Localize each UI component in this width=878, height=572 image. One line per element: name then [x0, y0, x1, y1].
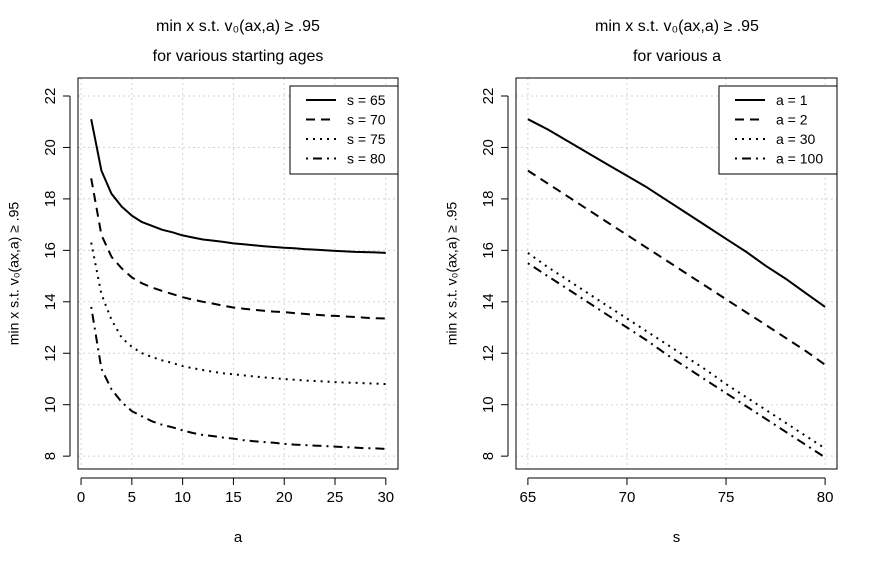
y-tick-label: 10	[480, 396, 497, 413]
legend-label: s = 75	[347, 131, 386, 147]
series-line-1	[527, 118, 826, 308]
plot-frame	[77, 77, 399, 470]
y-tick-label: 12	[480, 345, 497, 362]
y-axis-title: min x s.t. v₀(ax,a) ≥ .95	[444, 202, 460, 346]
y-tick-label: 16	[42, 242, 59, 259]
series-line-3	[527, 252, 826, 450]
y-tick-label: 14	[42, 293, 59, 310]
x-axis-title: s	[673, 529, 681, 546]
x-tick-label: 0	[77, 489, 85, 506]
legend-label: a = 30	[776, 131, 816, 147]
y-tick-label: 20	[42, 139, 59, 156]
y-tick-label: 8	[42, 452, 59, 460]
x-tick-label: 25	[327, 489, 344, 506]
chart-panel-2: 65 70 75 80 8 10 12 14 16 18 20 22 min x s.t. v₀(ax,…	[444, 18, 838, 546]
x-tick-label: 75	[718, 489, 735, 506]
x-axis-title: a	[234, 529, 243, 546]
chart-title: min x s.t. v₀(ax,a) ≥ .95	[156, 18, 320, 35]
y-tick-label: 20	[480, 139, 497, 156]
plot-frame	[515, 77, 838, 470]
x-tick-label: 65	[520, 489, 537, 506]
legend: a = 1 a = 2 a = 30 a = 100	[718, 85, 838, 175]
series-line-4	[90, 306, 386, 450]
x-tick-label: 30	[377, 489, 394, 506]
x-tick-label: 10	[174, 489, 191, 506]
y-tick-label: 14	[480, 293, 497, 310]
x-tick-label: 20	[276, 489, 293, 506]
series-line-2	[90, 178, 386, 320]
x-tick-label: 70	[619, 489, 636, 506]
series-line-2	[527, 169, 826, 366]
y-tick-label: 8	[480, 452, 497, 460]
legend-label: a = 1	[776, 92, 808, 108]
series-line-4	[527, 262, 826, 459]
legend-label: s = 80	[347, 151, 386, 167]
legend: s = 65 s = 70 s = 75 s = 80	[289, 85, 399, 175]
y-tick-label: 16	[480, 242, 497, 259]
x-tick-label: 5	[128, 489, 136, 506]
y-tick-label: 12	[42, 345, 59, 362]
y-tick-label: 18	[42, 191, 59, 208]
chart-subtitle: for various starting ages	[153, 48, 324, 65]
x-tick-label: 15	[225, 489, 242, 506]
y-tick-label: 22	[42, 88, 59, 105]
series-line-3	[90, 242, 386, 386]
series-line-1	[90, 119, 386, 254]
legend-label: a = 2	[776, 112, 808, 128]
legend-label: s = 65	[347, 92, 386, 108]
chart-title: min x s.t. v₀(ax,a) ≥ .95	[595, 18, 759, 35]
y-tick-label: 22	[480, 88, 497, 105]
y-axis-title: min x s.t. v₀(ax,a) ≥ .95	[6, 202, 22, 346]
chart-subtitle: for various a	[633, 48, 721, 65]
x-tick-label: 80	[817, 489, 834, 506]
legend-label: s = 70	[347, 112, 386, 128]
y-tick-label: 10	[42, 396, 59, 413]
legend-label: a = 100	[776, 151, 823, 167]
y-tick-label: 18	[480, 191, 497, 208]
chart-panel-1: 0 5 10 15 20 25 30 8 10 12 14 16 18 20 22 min x s.t. v₀…	[6, 18, 399, 546]
